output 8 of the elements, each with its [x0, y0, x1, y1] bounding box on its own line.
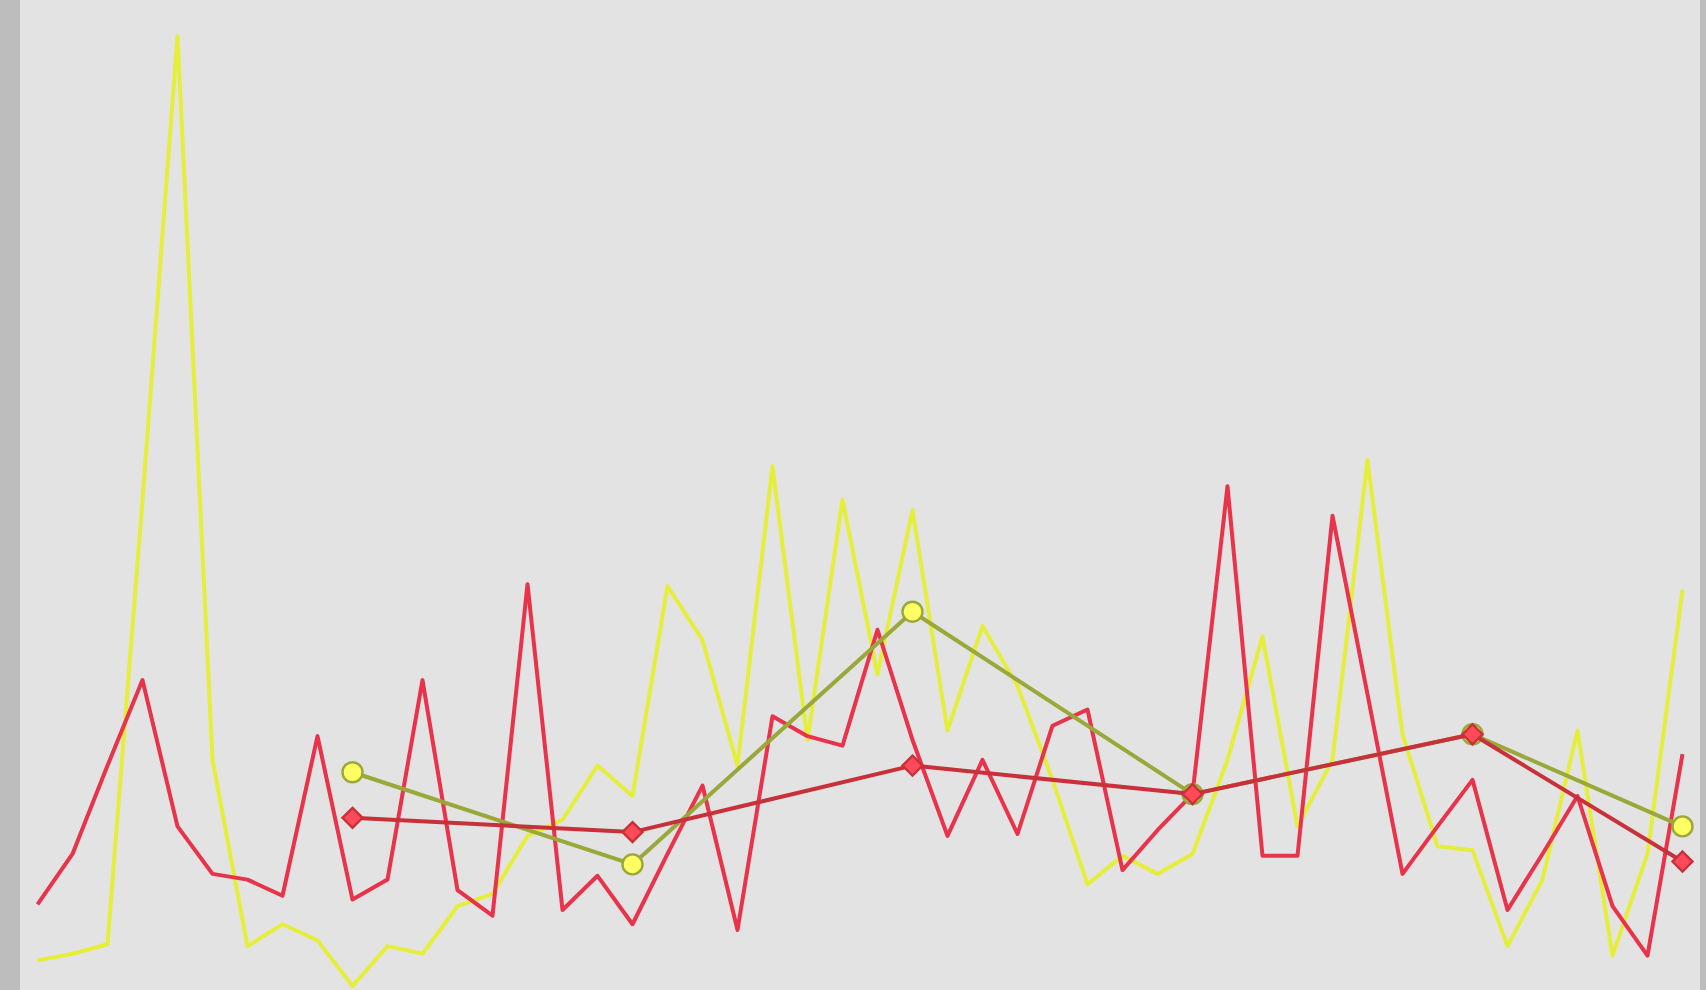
point	[341, 806, 364, 830]
point	[1671, 815, 1694, 838]
point	[621, 820, 644, 844]
point	[341, 761, 364, 784]
point	[621, 853, 644, 876]
point	[901, 754, 924, 777]
point	[901, 600, 924, 623]
point	[1671, 850, 1694, 873]
